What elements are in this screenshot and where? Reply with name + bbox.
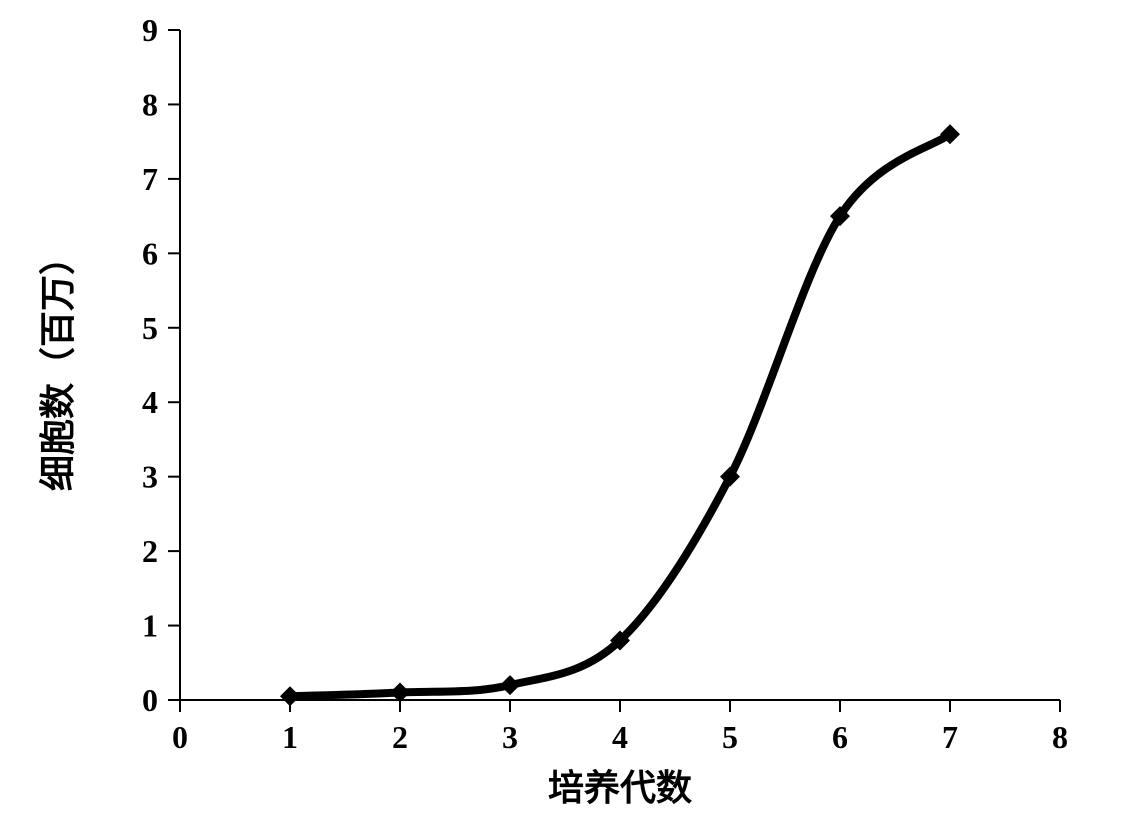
y-tick-label: 9	[142, 12, 158, 48]
x-tick-label: 8	[1052, 719, 1068, 755]
y-tick-label: 1	[142, 608, 158, 644]
data-marker	[280, 686, 300, 706]
y-axis-label: 细胞数（百万）	[37, 239, 78, 491]
x-tick-label: 0	[172, 719, 188, 755]
x-tick-label: 2	[392, 719, 408, 755]
chart-container: 0 1 2 3 4 5 6 7 8 0 1 2 3 4 5 6 7 8 9 培养代数 细胞数（百万）	[0, 0, 1126, 840]
data-marker	[500, 675, 520, 695]
y-tick-label: 3	[142, 459, 158, 495]
x-tick-label: 1	[282, 719, 298, 755]
y-tick-label: 6	[142, 235, 158, 271]
y-tick-label: 8	[142, 86, 158, 122]
data-line	[290, 134, 950, 696]
x-tick-label: 5	[722, 719, 738, 755]
x-tick-label: 6	[832, 719, 848, 755]
y-tick-label: 4	[142, 384, 158, 420]
x-tick-label: 3	[502, 719, 518, 755]
y-tick-label: 7	[142, 161, 158, 197]
y-tick-label: 5	[142, 310, 158, 346]
x-tick-label: 4	[612, 719, 628, 755]
x-axis-label: 培养代数	[548, 767, 692, 808]
y-tick-label: 0	[142, 682, 158, 718]
chart-svg: 0 1 2 3 4 5 6 7 8 0 1 2 3 4 5 6 7 8 9 培养代数 细胞数（百万）	[0, 0, 1126, 840]
y-tick-label: 2	[142, 533, 158, 569]
x-tick-label: 7	[942, 719, 958, 755]
